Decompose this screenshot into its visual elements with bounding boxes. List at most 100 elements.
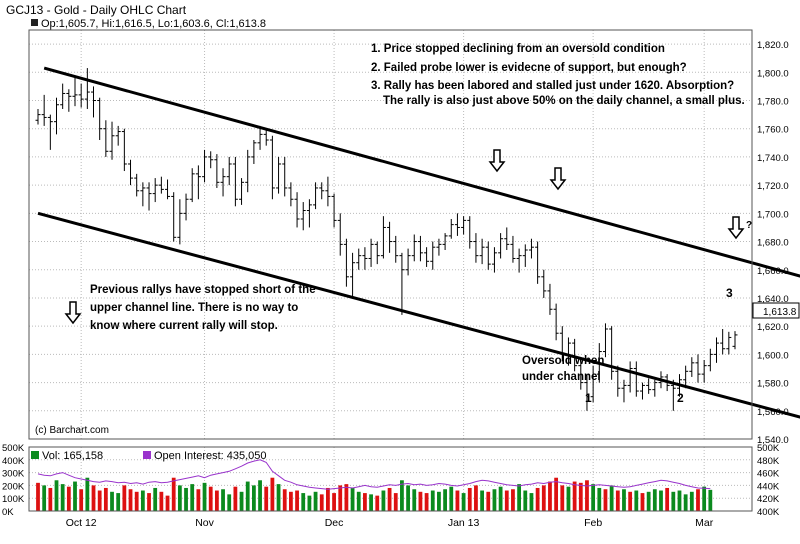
volume-bar xyxy=(609,485,614,511)
y-tick-label: 1,720.0 xyxy=(757,181,789,192)
note-4: The rally is also just above 50% on the … xyxy=(383,95,745,107)
y-tick-label: 1,640.0 xyxy=(757,294,789,305)
price-panel-frame xyxy=(28,29,753,440)
volume-bar xyxy=(313,491,318,511)
note-2: 2. Failed probe lower is evidecne of sup… xyxy=(371,62,687,74)
price-grid xyxy=(29,30,752,440)
volume-bar xyxy=(406,485,410,511)
volume-bar xyxy=(363,493,367,511)
volume-tick-label: 0K xyxy=(2,507,14,518)
volume-bar xyxy=(708,489,713,511)
down-arrow-icon xyxy=(727,216,745,240)
volume-bar xyxy=(424,493,429,511)
volume-bar xyxy=(214,490,219,511)
volume-bar xyxy=(628,491,633,511)
volume-bar xyxy=(165,495,170,511)
volume-bar xyxy=(97,490,102,511)
volume-bar xyxy=(338,485,343,511)
volume-bar xyxy=(184,487,188,511)
volume-bar xyxy=(227,494,232,511)
volume-bar xyxy=(177,485,182,511)
volume-bar xyxy=(566,486,571,511)
volume-bar xyxy=(400,480,404,511)
arrows xyxy=(64,149,745,325)
open-interest-tick-label: 480K xyxy=(757,456,780,467)
note-3: 3. Rally has been labored and stalled ju… xyxy=(371,80,734,92)
y-tick-label: 1,800.0 xyxy=(757,68,789,79)
volume-bar xyxy=(147,493,151,511)
volume-bar xyxy=(60,484,65,511)
volume-bar xyxy=(387,487,392,511)
note-1: 1. Price stopped declining from an overs… xyxy=(371,43,665,55)
open-interest-label: Open Interest: 435,050 xyxy=(154,450,267,462)
volume-bar xyxy=(646,491,651,511)
volume-bar xyxy=(196,489,201,511)
mark-3-label: 3 xyxy=(726,286,733,300)
volume-tick-label: 100K xyxy=(2,494,25,505)
x-tick-label: Mar xyxy=(695,517,714,529)
volume-bar xyxy=(381,490,386,511)
volume-tick-label: 300K xyxy=(2,469,25,480)
volume-bar xyxy=(128,489,133,511)
volume-bar xyxy=(412,489,417,511)
volume-bar xyxy=(122,485,127,511)
left-note-line-2: upper channel line. There is no way to xyxy=(90,302,298,314)
volume-bar xyxy=(369,494,373,511)
down-arrow-icon xyxy=(64,301,82,325)
mark-2-label: 2 xyxy=(677,391,684,405)
price-bars xyxy=(35,68,738,411)
volume-bar xyxy=(430,490,435,511)
volume-bar xyxy=(437,491,441,511)
volume-bar xyxy=(332,493,336,511)
volume-bar xyxy=(702,486,707,511)
volume-bar xyxy=(276,484,281,511)
volume-bar xyxy=(585,480,589,511)
volume-bar xyxy=(455,490,460,511)
volume-bar xyxy=(659,490,663,511)
volume-bar xyxy=(202,482,207,511)
volume-tick-label: 400K xyxy=(2,456,25,467)
volume-bar xyxy=(134,491,139,511)
y-tick-label: 1,540.0 xyxy=(757,435,789,446)
ohlc-values: Op:1,605.7, Hi:1,616.5, Lo:1,603.6, Cl:1… xyxy=(41,18,266,30)
mark-1-label: 1 xyxy=(585,391,592,405)
volume-bar xyxy=(356,491,361,511)
y-tick-label: 1,740.0 xyxy=(757,153,789,164)
volume-bar xyxy=(153,487,158,511)
volume-bar xyxy=(535,487,540,511)
question-mark-label: ? xyxy=(746,220,752,231)
volume-bar xyxy=(622,489,626,511)
volume-bar xyxy=(270,477,275,511)
volume-bar xyxy=(258,480,262,511)
volume-tick-label: 500K xyxy=(2,443,25,454)
volume-bar xyxy=(245,481,250,511)
volume-bar xyxy=(190,484,195,511)
volume-bar xyxy=(110,491,114,511)
volume-bar xyxy=(504,490,509,511)
volume-bar xyxy=(79,489,84,511)
volume-bar xyxy=(282,489,287,511)
volume-bar xyxy=(474,485,478,511)
volume-bar xyxy=(344,484,349,511)
volume-bar xyxy=(696,489,700,511)
left-note-line-1: Previous rallys have stopped short of th… xyxy=(90,284,316,296)
volume-bar xyxy=(461,493,466,511)
volume-bar xyxy=(597,487,602,511)
open-interest-line xyxy=(37,459,711,490)
volume-tick-label: 200K xyxy=(2,481,25,492)
volume-bar xyxy=(307,495,312,511)
volume-bar xyxy=(548,481,552,511)
volume-bar xyxy=(467,487,472,511)
volume-bar xyxy=(103,487,108,511)
last-price-tag xyxy=(752,302,800,319)
volume-bar xyxy=(91,485,96,511)
volume-bar xyxy=(480,490,485,511)
x-tick-label: Nov xyxy=(195,517,214,529)
volume-bar xyxy=(375,495,380,511)
open-interest-tick-label: 460K xyxy=(757,469,780,480)
volume-bar xyxy=(511,489,515,511)
volume-bar xyxy=(560,485,565,511)
volume-bar xyxy=(301,493,306,511)
volume-bar xyxy=(615,490,620,511)
